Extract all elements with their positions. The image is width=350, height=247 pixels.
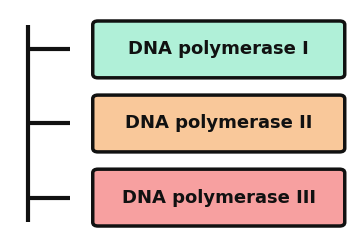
FancyBboxPatch shape — [93, 169, 345, 226]
Text: DNA polymerase III: DNA polymerase III — [122, 189, 316, 206]
FancyBboxPatch shape — [93, 21, 345, 78]
FancyBboxPatch shape — [93, 95, 345, 152]
Text: DNA polymerase II: DNA polymerase II — [125, 115, 313, 132]
Text: DNA polymerase I: DNA polymerase I — [128, 41, 309, 58]
